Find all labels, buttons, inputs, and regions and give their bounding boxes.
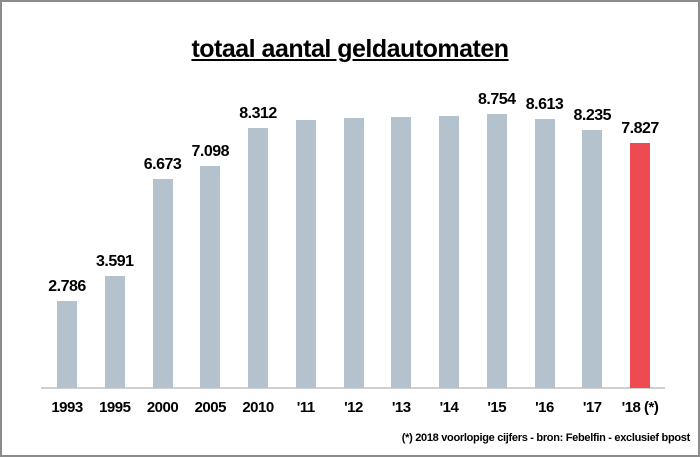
bar — [630, 143, 650, 388]
bar-value-label: 8.312 — [239, 105, 277, 122]
bar — [57, 301, 77, 388]
bar — [582, 130, 603, 388]
x-tick-label: 1993 — [51, 399, 83, 416]
bar — [295, 120, 316, 388]
x-tick-label: '15 — [487, 399, 507, 416]
footnote: (*) 2018 voorlopige cijfers - bron: Febe… — [401, 432, 691, 444]
x-axis-line — [41, 387, 665, 389]
bar — [248, 128, 268, 388]
bar — [104, 276, 125, 388]
bar-value-label: 8.613 — [525, 96, 564, 113]
x-tick-label: 2000 — [146, 399, 179, 416]
bar-value-label: 6.673 — [143, 156, 182, 173]
bar-value-label: 2.786 — [48, 278, 86, 295]
bar-value-label: 7.098 — [191, 143, 230, 160]
bar — [391, 117, 412, 388]
bar — [439, 116, 459, 388]
bar-value-label: 3.591 — [95, 253, 134, 270]
bar-value-label: 8.754 — [477, 91, 516, 108]
bar — [534, 119, 555, 388]
bar — [343, 118, 364, 388]
x-tick-label: '13 — [391, 399, 411, 416]
x-tick-label: 2005 — [194, 399, 227, 416]
x-tick-label: '16 — [535, 399, 554, 416]
bar-value-label: 8.235 — [573, 107, 612, 124]
x-tick-label: 2010 — [242, 399, 274, 416]
x-tick-label: '12 — [344, 399, 363, 416]
bar — [152, 179, 173, 388]
bar-value-label: 7.827 — [621, 120, 659, 137]
bar — [200, 166, 221, 388]
x-tick-label: '17 — [582, 399, 602, 416]
x-tick-label: 1995 — [99, 399, 131, 416]
chart-title: totaal aantal geldautomaten — [191, 35, 509, 63]
bar — [486, 114, 507, 388]
x-tick-label: '11 — [296, 399, 315, 416]
x-tick-label: '14 — [439, 399, 459, 416]
x-tick-label: '18 (*) — [621, 399, 659, 416]
